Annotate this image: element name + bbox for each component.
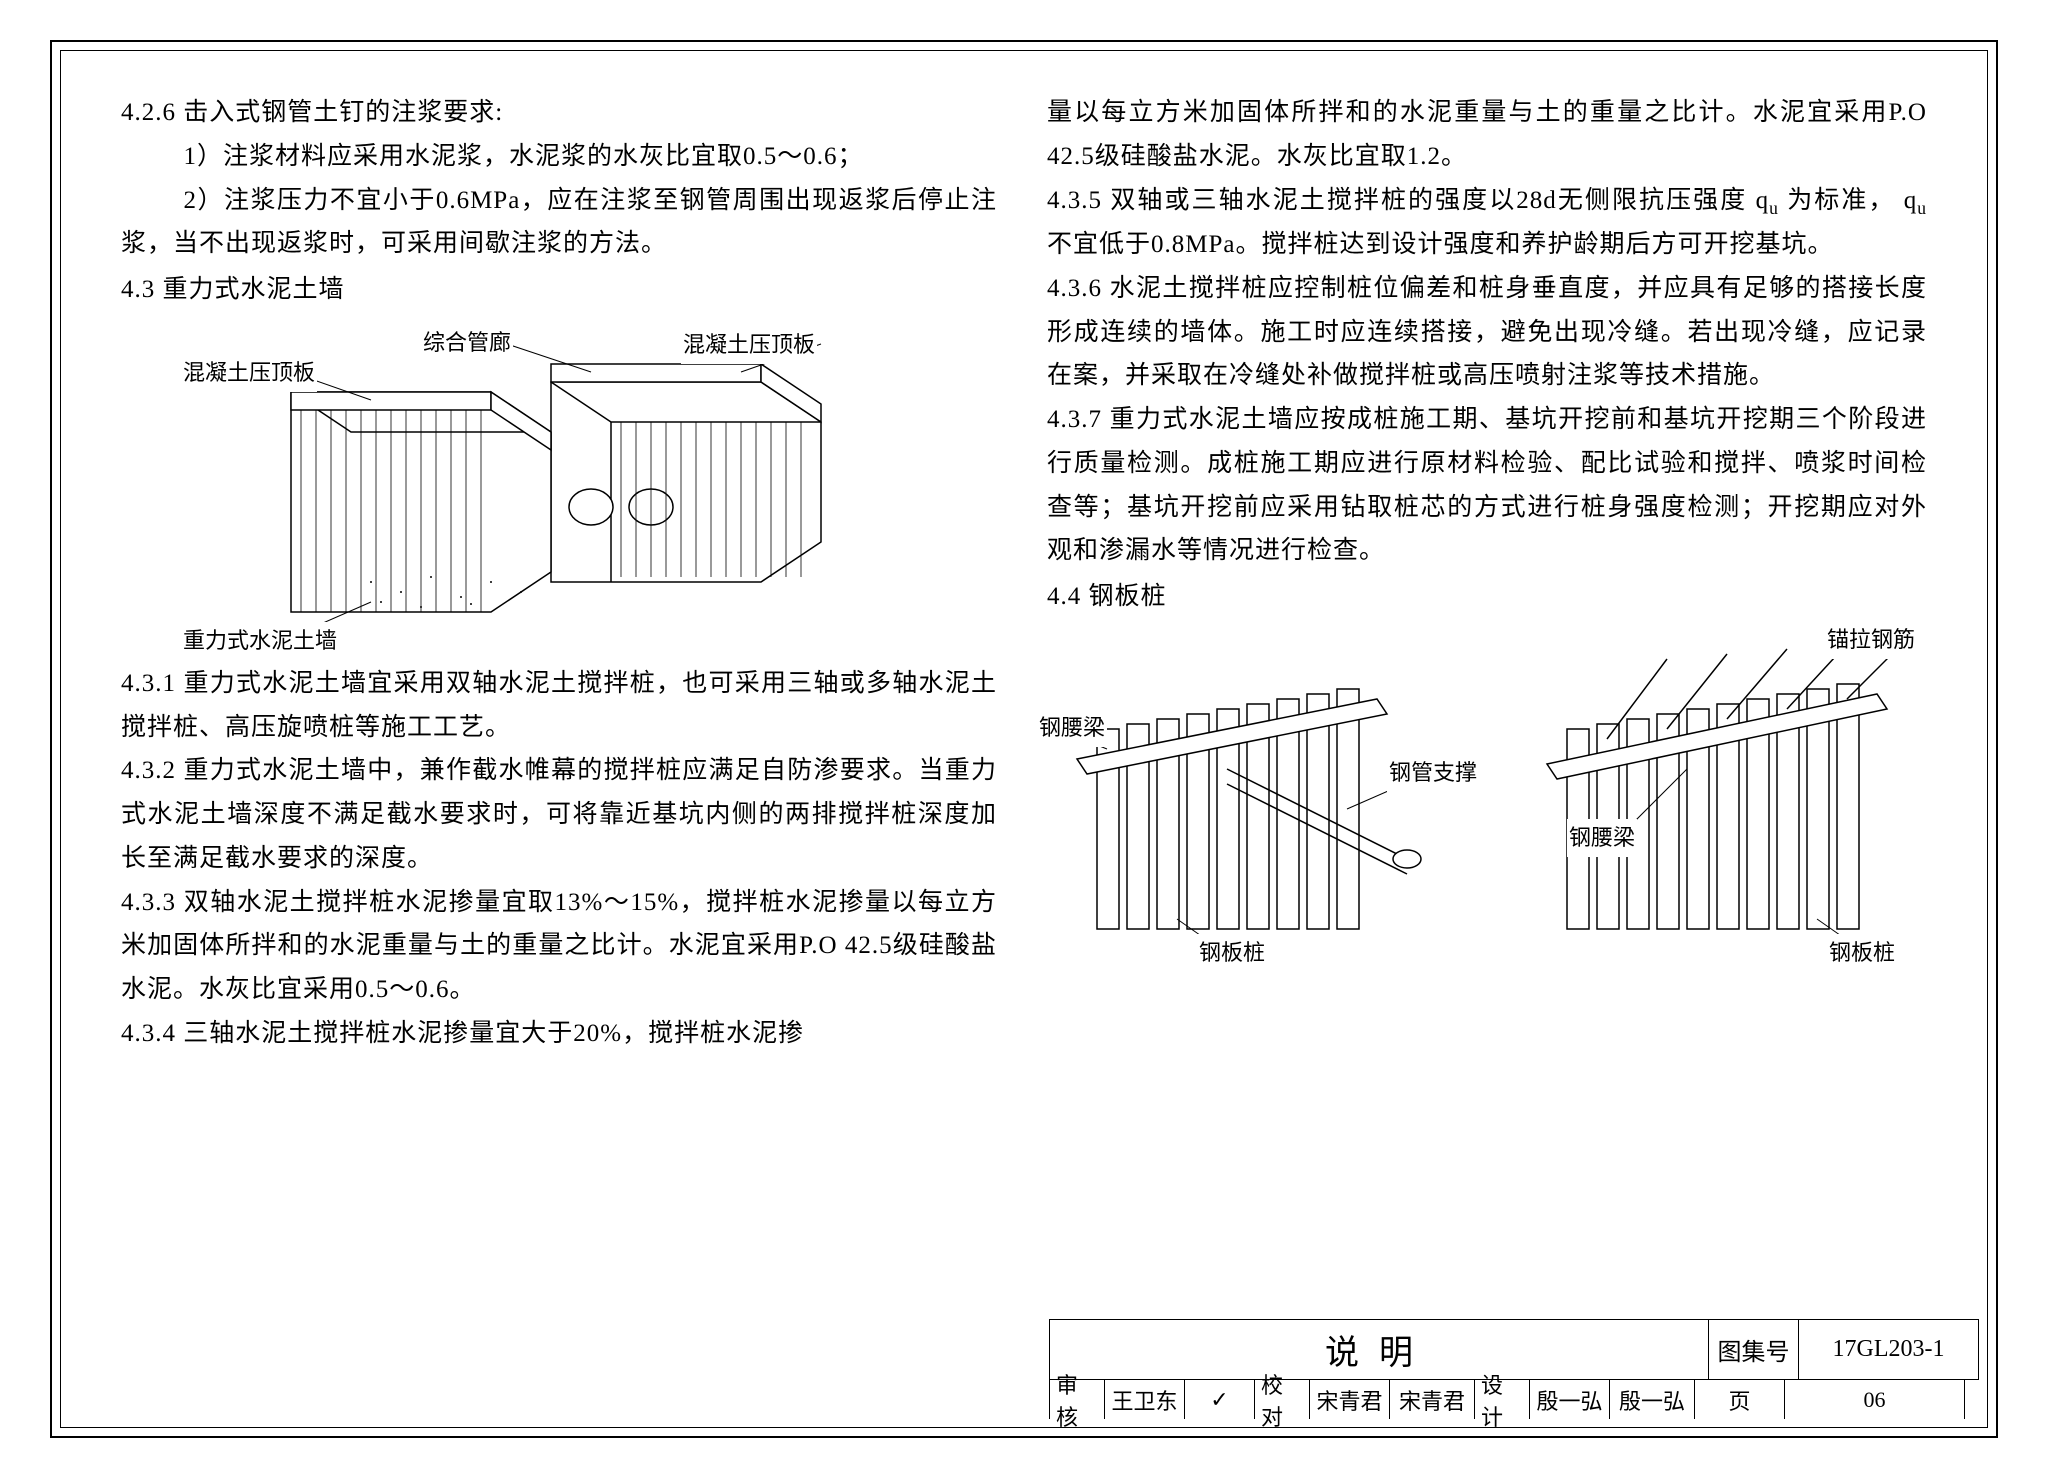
para-4-2-6-2: 2）注浆压力不宜小于0.6MPa，应在注浆至钢管周围出现返浆后停止注浆，当不出现… bbox=[121, 179, 997, 267]
title-block: 说明 图集号 17GL203-1 审核 王卫东 ✓ 校对 宋青君 宋青君 设计 … bbox=[1049, 1319, 1979, 1419]
p435-part-b: 为标准， bbox=[1787, 187, 1895, 214]
design-label: 设计 bbox=[1475, 1380, 1530, 1419]
para-4-2-6: 4.2.6 击入式钢管土钉的注浆要求: bbox=[121, 91, 997, 135]
atlas-label: 图集号 bbox=[1709, 1320, 1799, 1379]
check-label: 校对 bbox=[1255, 1380, 1310, 1419]
label-top-slab-right: 混凝土压顶板 bbox=[681, 326, 817, 365]
para-4-3-4-cont: 量以每立方米加固体所拌和的水泥重量与土的重量之比计。水泥宜采用P.O 42.5级… bbox=[1047, 91, 1927, 179]
reviewer-signature: ✓ bbox=[1185, 1380, 1255, 1419]
label-sheet-pile-right: 钢板桩 bbox=[1827, 934, 1897, 973]
label-waler-left: 钢腰梁 bbox=[1037, 709, 1107, 748]
heading-4-3: 4.3 重力式水泥土墙 bbox=[121, 268, 997, 312]
outer-border: 4.2.6 击入式钢管土钉的注浆要求: 1）注浆材料应采用水泥浆，水泥浆的水灰比… bbox=[50, 40, 1998, 1438]
page-content: 4.2.6 击入式钢管土钉的注浆要求: 1）注浆材料应采用水泥浆，水泥浆的水灰比… bbox=[121, 91, 1927, 1327]
heading-4-4: 4.4 钢板桩 bbox=[1047, 575, 1927, 619]
inner-border: 4.2.6 击入式钢管土钉的注浆要求: 1）注浆材料应采用水泥浆，水泥浆的水灰比… bbox=[60, 50, 1988, 1428]
sheet-pile-svg bbox=[1047, 629, 1927, 959]
review-label: 审核 bbox=[1050, 1380, 1105, 1419]
label-top-slab-left: 混凝土压顶板 bbox=[181, 354, 317, 393]
label-steel-strut: 钢管支撑 bbox=[1387, 754, 1479, 793]
diagram-sheet-pile: 锚拉钢筋 钢腰梁 钢管支撑 钢腰梁 钢板桩 钢板桩 bbox=[1047, 629, 1927, 959]
qu-1: qu bbox=[1756, 187, 1779, 214]
designer-signature: 殷一弘 bbox=[1610, 1380, 1695, 1419]
left-column: 4.2.6 击入式钢管土钉的注浆要求: 1）注浆材料应采用水泥浆，水泥浆的水灰比… bbox=[121, 91, 997, 1327]
diagram-gravity-wall: 混凝土压顶板 综合管廊 混凝土压顶板 重力式水泥土墙 bbox=[121, 322, 997, 652]
titleblock-row2: 审核 王卫东 ✓ 校对 宋青君 宋青君 设计 殷一弘 殷一弘 页 06 bbox=[1049, 1379, 1979, 1419]
right-column: 量以每立方米加固体所拌和的水泥重量与土的重量之比计。水泥宜采用P.O 42.5级… bbox=[1047, 91, 1927, 1327]
label-gravity-wall: 重力式水泥土墙 bbox=[181, 622, 339, 661]
atlas-number: 17GL203-1 bbox=[1799, 1320, 1979, 1379]
checker-signature: 宋青君 bbox=[1390, 1380, 1475, 1419]
label-gallery: 综合管廊 bbox=[421, 324, 513, 363]
page-number: 06 bbox=[1785, 1380, 1965, 1419]
designer-name: 殷一弘 bbox=[1530, 1380, 1610, 1419]
qu-2: qu bbox=[1904, 187, 1927, 214]
para-4-3-2: 4.3.2 重力式水泥土墙中，兼作截水帷幕的搅拌桩应满足自防渗要求。当重力式水泥… bbox=[121, 749, 997, 880]
para-4-3-6: 4.3.6 水泥土搅拌桩应控制桩位偏差和桩身垂直度，并应具有足够的搭接长度形成连… bbox=[1047, 267, 1927, 398]
label-waler-right: 钢腰梁 bbox=[1567, 819, 1637, 858]
p435-part-a: 4.3.5 双轴或三轴水泥土搅拌桩的强度以28d无侧限抗压强度 bbox=[1047, 187, 1747, 214]
para-4-3-7: 4.3.7 重力式水泥土墙应按成桩施工期、基坑开挖前和基坑开挖期三个阶段进行质量… bbox=[1047, 398, 1927, 573]
label-anchor-bar: 锚拉钢筋 bbox=[1825, 621, 1917, 660]
checker-name: 宋青君 bbox=[1310, 1380, 1390, 1419]
para-4-2-6-1: 1）注浆材料应采用水泥浆，水泥浆的水灰比宜取0.5～0.6； bbox=[121, 135, 997, 179]
para-4-3-5: 4.3.5 双轴或三轴水泥土搅拌桩的强度以28d无侧限抗压强度 qu 为标准， … bbox=[1047, 179, 1927, 267]
para-4-3-4: 4.3.4 三轴水泥土搅拌桩水泥掺量宜大于20%，搅拌桩水泥掺 bbox=[121, 1012, 997, 1056]
label-sheet-pile-left: 钢板桩 bbox=[1197, 934, 1267, 973]
para-4-3-3: 4.3.3 双轴水泥土搅拌桩水泥掺量宜取13%～15%，搅拌桩水泥掺量以每立方米… bbox=[121, 881, 997, 1012]
page-label: 页 bbox=[1695, 1380, 1785, 1419]
drawing-title: 说明 bbox=[1050, 1320, 1709, 1379]
para-4-3-1: 4.3.1 重力式水泥土墙宜采用双轴水泥土搅拌桩，也可采用三轴或多轴水泥土搅拌桩… bbox=[121, 662, 997, 750]
p435-part-c: 不宜低于0.8MPa。搅拌桩达到设计强度和养护龄期后方可开挖基坑。 bbox=[1047, 231, 1833, 258]
reviewer-name: 王卫东 bbox=[1105, 1380, 1185, 1419]
